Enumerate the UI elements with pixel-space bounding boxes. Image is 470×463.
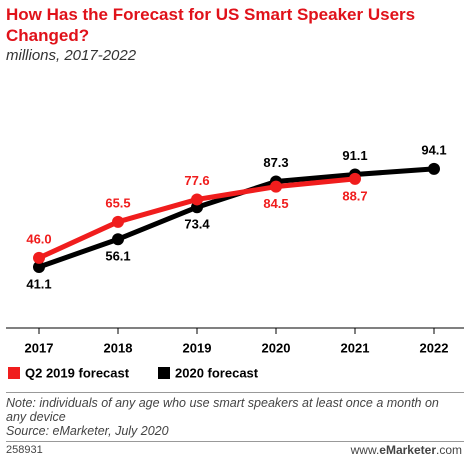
x-tick-label: 2021 — [341, 340, 370, 355]
data-label: 77.6 — [184, 173, 209, 188]
legend-swatch — [8, 367, 20, 379]
brand-prefix: www. — [350, 443, 380, 457]
separator — [6, 441, 464, 442]
data-point — [270, 180, 282, 193]
x-tick-label: 2020 — [262, 340, 291, 355]
chart-title: How Has the Forecast for US Smart Speake… — [6, 5, 416, 45]
data-label: 94.1 — [421, 142, 446, 157]
data-label: 41.1 — [26, 276, 51, 291]
data-label: 73.4 — [184, 217, 210, 232]
data-label: 91.1 — [342, 148, 367, 163]
data-label: 46.0 — [26, 231, 51, 246]
x-tick-label: 2018 — [104, 340, 133, 355]
brand: www.eMarketer.com — [351, 443, 462, 457]
note: Note: individuals of any age who use sma… — [6, 396, 461, 438]
chart-subtitle: millions, 2017-2022 — [6, 47, 137, 64]
brand-suffix: .com — [435, 443, 462, 457]
data-point — [191, 193, 203, 206]
data-label: 65.5 — [105, 195, 130, 210]
legend-label: Q2 2019 forecast — [25, 365, 130, 380]
data-point — [33, 260, 45, 273]
data-label: 84.5 — [263, 196, 288, 211]
legend-swatch — [158, 367, 170, 379]
data-point — [428, 162, 440, 175]
separator — [6, 392, 464, 393]
note-text: Note: individuals of any age who use sma… — [6, 396, 439, 424]
data-point — [33, 251, 45, 264]
data-label: 87.3 — [263, 155, 288, 170]
legend-label: 2020 forecast — [175, 365, 259, 380]
data-label: 88.7 — [342, 188, 367, 203]
x-tick-label: 2019 — [183, 340, 212, 355]
series-line — [38, 166, 435, 270]
data-point — [112, 233, 124, 246]
source-text: Source: eMarketer, July 2020 — [6, 424, 169, 438]
chart-id: 258931 — [6, 444, 43, 456]
brand-name: eMarketer — [379, 443, 436, 457]
data-point — [349, 172, 361, 185]
data-label: 56.1 — [105, 249, 130, 264]
x-tick-label: 2017 — [25, 340, 54, 355]
x-tick-label: 2022 — [420, 340, 449, 355]
data-point — [112, 215, 124, 228]
